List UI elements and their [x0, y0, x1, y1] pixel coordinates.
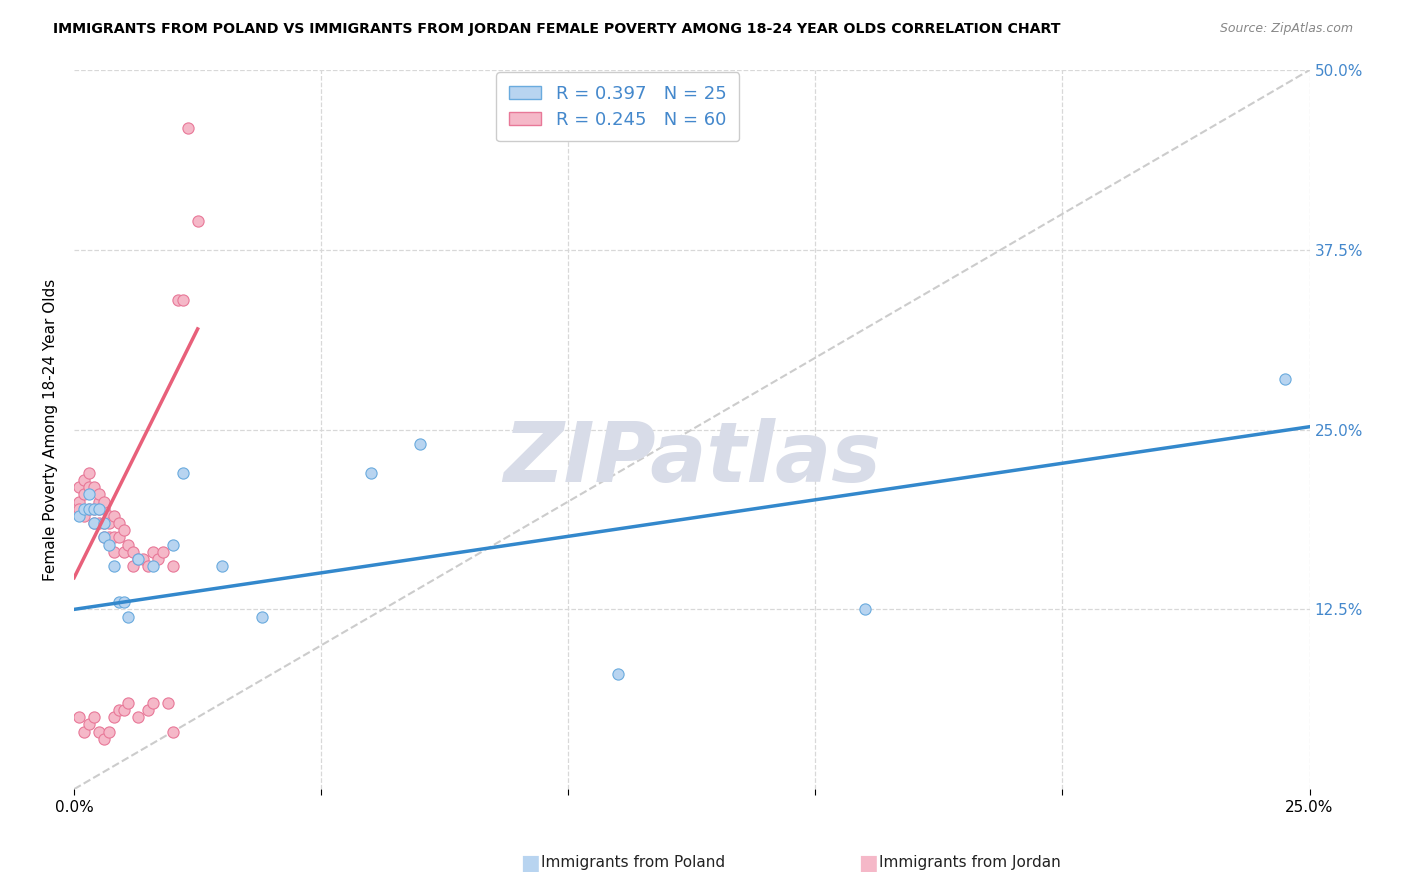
Point	[67, 494, 90, 508]
Point	[97, 516, 120, 530]
Point	[606, 667, 628, 681]
Point	[93, 531, 115, 545]
Point	[67, 480, 90, 494]
Point	[172, 293, 194, 308]
Point	[87, 516, 110, 530]
Point	[87, 501, 110, 516]
Legend: R = 0.397   N = 25, R = 0.245   N = 60: R = 0.397 N = 25, R = 0.245 N = 60	[496, 72, 740, 141]
Point	[112, 523, 135, 537]
Text: ■: ■	[520, 853, 540, 872]
Point	[107, 703, 129, 717]
Point	[87, 501, 110, 516]
Point	[83, 516, 105, 530]
Point	[117, 609, 139, 624]
Point	[156, 696, 179, 710]
Point	[112, 545, 135, 559]
Point	[83, 710, 105, 724]
Point	[87, 724, 110, 739]
Text: Immigrants from Jordan: Immigrants from Jordan	[879, 855, 1060, 870]
Point	[83, 501, 105, 516]
Point	[73, 473, 96, 487]
Text: Immigrants from Poland: Immigrants from Poland	[541, 855, 725, 870]
Point	[77, 717, 100, 731]
Point	[142, 545, 165, 559]
Point	[67, 508, 90, 523]
Point	[77, 501, 100, 516]
Point	[136, 559, 159, 574]
Point	[409, 437, 432, 451]
Point	[87, 487, 110, 501]
Point	[107, 531, 129, 545]
Y-axis label: Female Poverty Among 18-24 Year Olds: Female Poverty Among 18-24 Year Olds	[44, 278, 58, 581]
Point	[122, 559, 145, 574]
Point	[112, 595, 135, 609]
Point	[103, 710, 125, 724]
Text: Source: ZipAtlas.com: Source: ZipAtlas.com	[1219, 22, 1353, 36]
Point	[73, 487, 96, 501]
Point	[127, 710, 149, 724]
Point	[97, 724, 120, 739]
Point	[97, 531, 120, 545]
Point	[97, 538, 120, 552]
Point	[250, 609, 273, 624]
Point	[117, 538, 139, 552]
Point	[142, 559, 165, 574]
Text: IMMIGRANTS FROM POLAND VS IMMIGRANTS FROM JORDAN FEMALE POVERTY AMONG 18-24 YEAR: IMMIGRANTS FROM POLAND VS IMMIGRANTS FRO…	[53, 22, 1062, 37]
Point	[162, 724, 184, 739]
Point	[83, 501, 105, 516]
Point	[172, 466, 194, 480]
Point	[107, 516, 129, 530]
Point	[83, 516, 105, 530]
Point	[93, 531, 115, 545]
Text: ■: ■	[858, 853, 877, 872]
Point	[122, 545, 145, 559]
Point	[93, 494, 115, 508]
Point	[93, 516, 115, 530]
Point	[73, 508, 96, 523]
Point	[146, 552, 169, 566]
Point	[136, 703, 159, 717]
Point	[93, 501, 115, 516]
Point	[142, 696, 165, 710]
Point	[211, 559, 233, 574]
Text: ZIPatlas: ZIPatlas	[503, 417, 880, 499]
Point	[93, 731, 115, 746]
Point	[67, 710, 90, 724]
Point	[77, 501, 100, 516]
Point	[97, 508, 120, 523]
Point	[103, 531, 125, 545]
Point	[132, 552, 155, 566]
Point	[360, 466, 382, 480]
Point	[73, 724, 96, 739]
Point	[73, 501, 96, 516]
Point	[77, 480, 100, 494]
Point	[103, 559, 125, 574]
Point	[187, 214, 209, 228]
Point	[93, 516, 115, 530]
Point	[853, 602, 876, 616]
Point	[127, 552, 149, 566]
Point	[103, 545, 125, 559]
Point	[162, 538, 184, 552]
Point	[177, 120, 200, 135]
Point	[77, 487, 100, 501]
Point	[1274, 372, 1296, 386]
Point	[83, 480, 105, 494]
Point	[103, 508, 125, 523]
Point	[167, 293, 190, 308]
Point	[107, 595, 129, 609]
Point	[152, 545, 174, 559]
Point	[117, 696, 139, 710]
Point	[77, 466, 100, 480]
Point	[112, 703, 135, 717]
Point	[67, 501, 90, 516]
Point	[87, 494, 110, 508]
Point	[127, 552, 149, 566]
Point	[162, 559, 184, 574]
